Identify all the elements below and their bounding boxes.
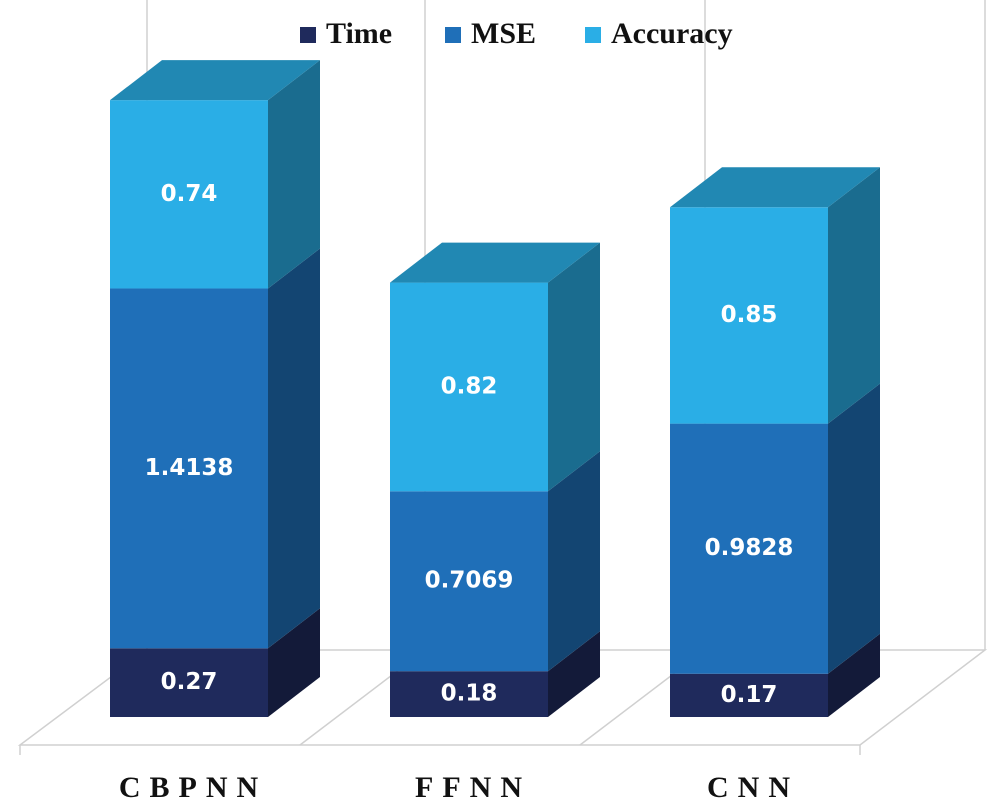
bar-segment bbox=[670, 673, 828, 717]
bar-segment bbox=[390, 282, 548, 492]
bar-side bbox=[268, 248, 320, 649]
value-label: 0.17 bbox=[721, 682, 778, 708]
value-label: 0.27 bbox=[161, 669, 218, 695]
bar-side bbox=[268, 60, 320, 289]
value-label: 0.9828 bbox=[705, 535, 794, 561]
x-tick-label: FFNN bbox=[415, 771, 531, 804]
bar-segment bbox=[110, 288, 268, 649]
bar-segment bbox=[670, 207, 828, 424]
legend-swatch bbox=[585, 27, 601, 43]
value-label: 0.18 bbox=[441, 681, 498, 707]
legend-label: MSE bbox=[471, 17, 536, 50]
bar-segment bbox=[110, 648, 268, 717]
legend-swatch bbox=[300, 27, 316, 43]
bar-segment bbox=[390, 671, 548, 717]
bar-top bbox=[110, 60, 320, 101]
x-tick-label: CBPNN bbox=[119, 771, 267, 804]
bar-side bbox=[828, 633, 880, 717]
bar-side bbox=[828, 383, 880, 674]
bar-side bbox=[548, 242, 600, 492]
bar-top bbox=[390, 242, 600, 283]
value-label: 0.74 bbox=[161, 181, 218, 207]
bar-side bbox=[828, 167, 880, 424]
legend-label: Accuracy bbox=[611, 17, 733, 50]
bar-side bbox=[548, 631, 600, 717]
bar-side bbox=[268, 608, 320, 717]
bar-top bbox=[670, 167, 880, 208]
legend-label: Time bbox=[326, 17, 392, 50]
bar-side bbox=[548, 451, 600, 672]
bar-segment bbox=[670, 423, 828, 674]
bar-segment bbox=[110, 100, 268, 289]
bar-segment bbox=[390, 491, 548, 672]
x-tick-label: CNN bbox=[707, 771, 799, 804]
legend-swatch bbox=[445, 27, 461, 43]
value-label: 0.7069 bbox=[425, 568, 514, 594]
value-label: 1.4138 bbox=[145, 455, 234, 481]
value-label: 0.82 bbox=[441, 373, 498, 399]
value-label: 0.85 bbox=[721, 302, 778, 328]
